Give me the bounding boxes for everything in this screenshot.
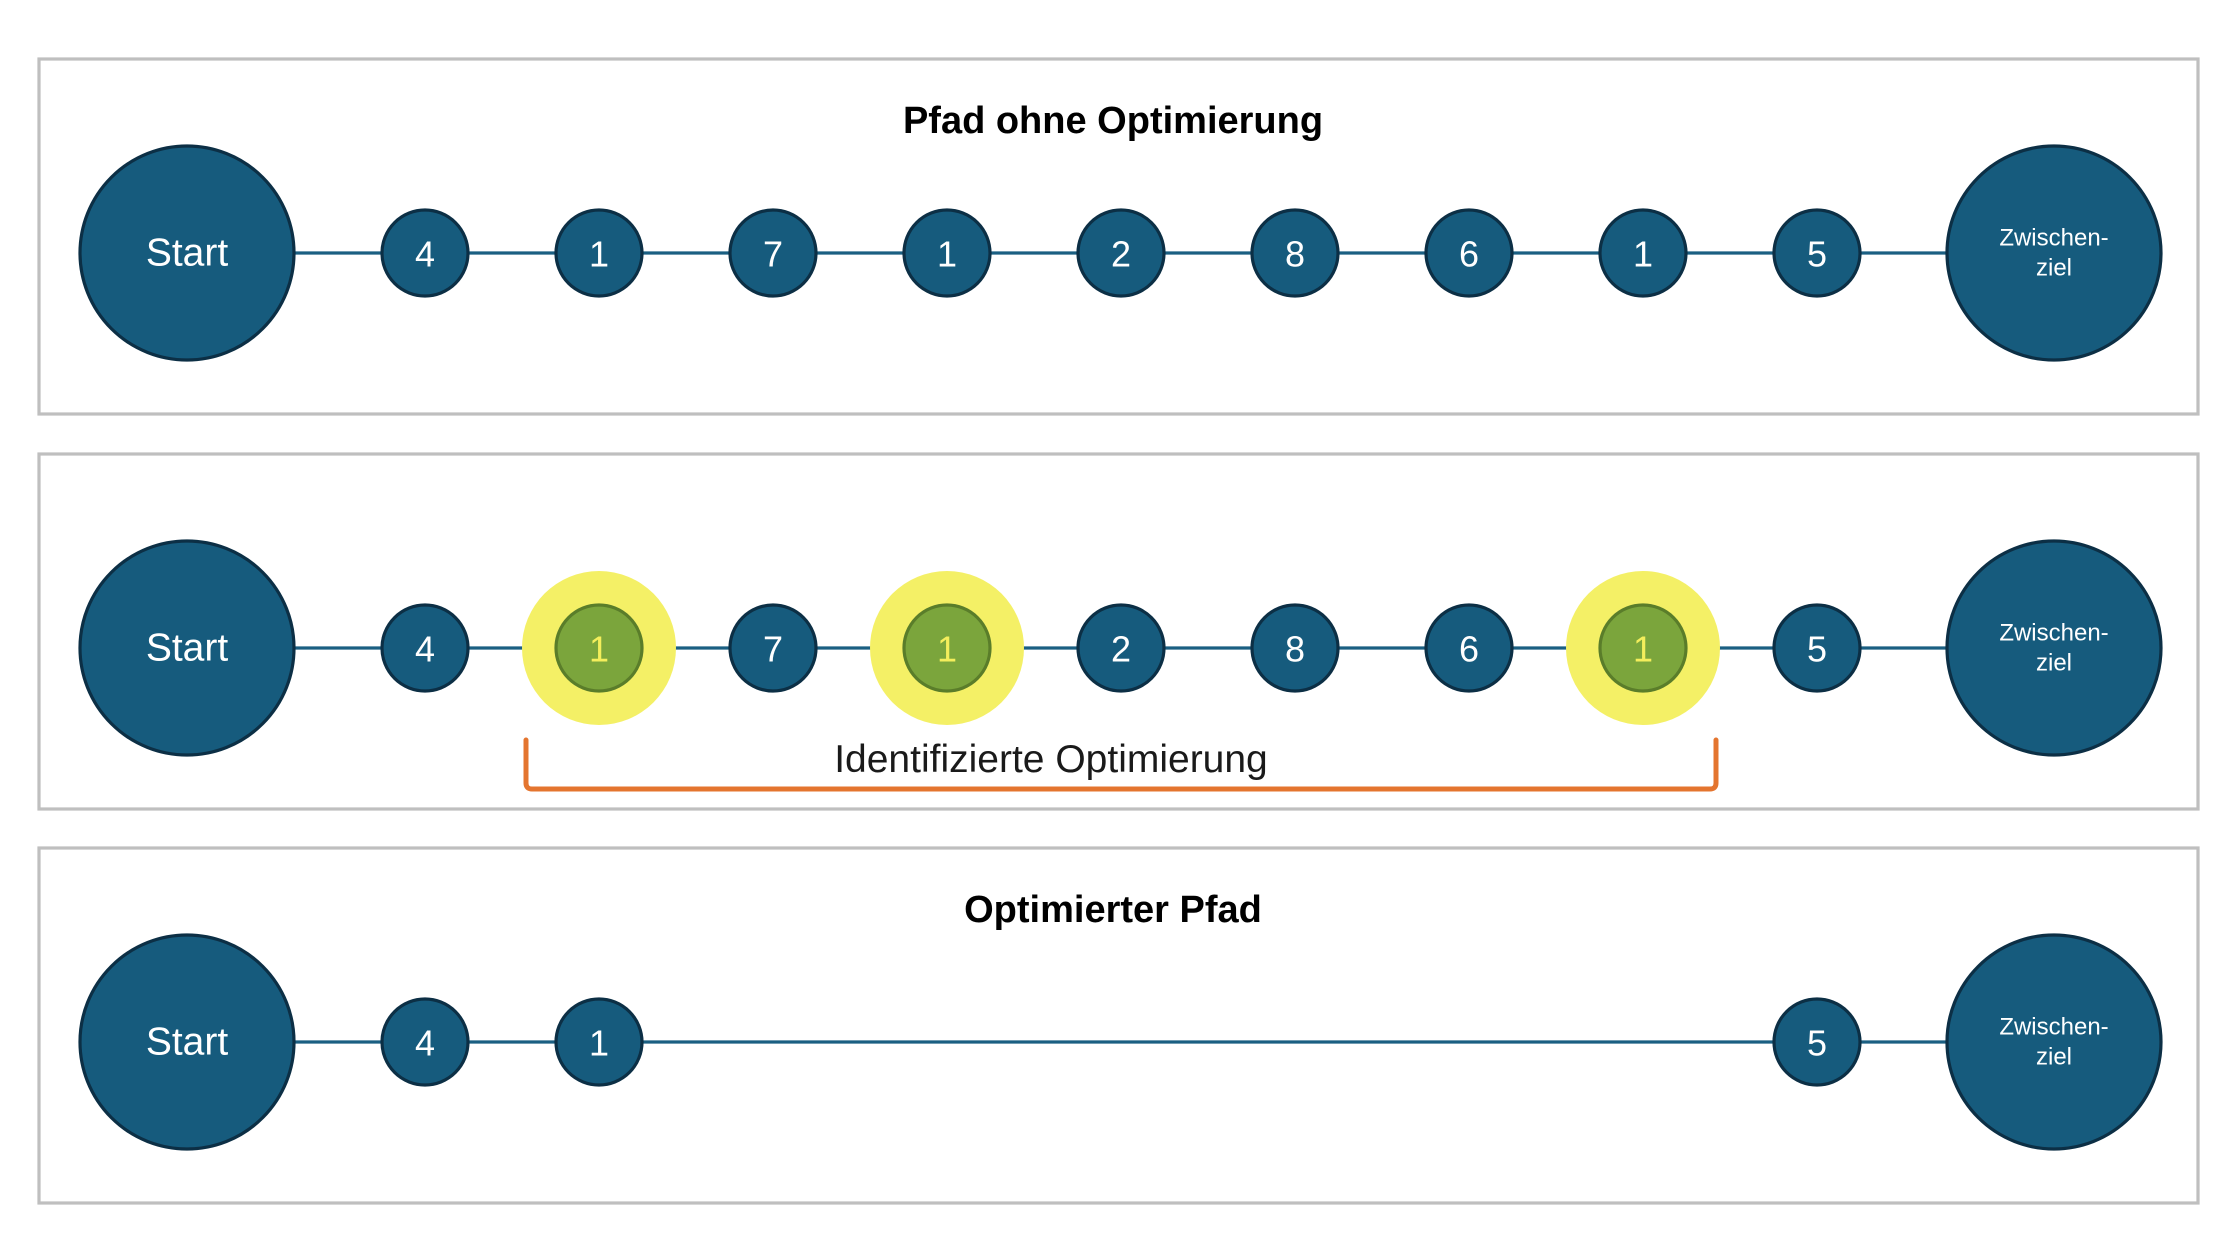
path-node-label: 5	[1807, 1023, 1827, 1064]
bracket-label: Identifizierte Optimierung	[834, 738, 1268, 781]
path-node-circle	[1424, 603, 1514, 693]
path-node: 5	[1772, 997, 1862, 1087]
path-node-label: 1	[937, 234, 957, 275]
path-node-circle	[380, 208, 470, 298]
path-node-circle	[902, 208, 992, 298]
end-node-label-line: Zwischen-	[1999, 225, 2108, 252]
path-node-circle	[1772, 603, 1862, 693]
panel-1: Pfad ohne Optimierung Start Zwischen-ziel 4…	[37, 57, 2200, 416]
path-node-label: 1	[589, 1023, 609, 1064]
end-node-label-line: ziel	[2036, 1044, 2072, 1071]
path-node-label: 1	[1633, 629, 1653, 670]
end-node: Zwischen-ziel	[1945, 539, 2163, 757]
path-node: 1	[902, 208, 992, 298]
panel-title: Pfad ohne Optimierung	[903, 100, 1323, 142]
end-node-circle	[1945, 539, 2163, 757]
panel-title: Optimierter Pfad	[964, 889, 1262, 931]
optimization-bracket: Identifizierte Optimierung	[523, 737, 1719, 792]
path-node-circle	[554, 603, 644, 693]
path-node: 1	[554, 208, 644, 298]
path-node-label: 2	[1111, 629, 1131, 670]
path-node-label: 7	[763, 629, 783, 670]
path-node-label: 4	[415, 234, 435, 275]
path-node: 4	[380, 208, 470, 298]
path-node: 6	[1424, 208, 1514, 298]
start-node-label: Start	[146, 232, 229, 275]
start-node-circle	[78, 539, 296, 757]
path-node: 1	[1598, 208, 1688, 298]
panel-3: Optimierter Pfad Start Zwischen-ziel 4 1 5	[37, 846, 2200, 1205]
path-node-circle	[902, 603, 992, 693]
end-node-label-line: Zwischen-	[1999, 1014, 2108, 1041]
highlighted-path-node: 1	[1598, 603, 1688, 693]
end-node: Zwischen-ziel	[1945, 933, 2163, 1151]
path-node-label: 1	[589, 629, 609, 670]
path-node: 1	[554, 997, 644, 1087]
path-node: 8	[1250, 603, 1340, 693]
end-node-circle	[1945, 144, 2163, 362]
end-node-label-line: ziel	[2036, 650, 2072, 677]
path-node: 4	[380, 603, 470, 693]
path-node-circle	[1076, 208, 1166, 298]
start-node-label: Start	[146, 1021, 229, 1064]
path-node-circle	[380, 603, 470, 693]
path-node: 6	[1424, 603, 1514, 693]
end-node: Zwischen-ziel	[1945, 144, 2163, 362]
path-node-circle	[380, 997, 470, 1087]
path-node-label: 1	[937, 629, 957, 670]
end-node-label-line: Zwischen-	[1999, 620, 2108, 647]
path-node-circle	[1250, 208, 1340, 298]
path-node-label: 5	[1807, 234, 1827, 275]
path-node-circle	[1250, 603, 1340, 693]
path-node-label: 8	[1285, 234, 1305, 275]
path-node-label: 1	[589, 234, 609, 275]
start-node: Start	[78, 144, 296, 362]
path-node: 4	[380, 997, 470, 1087]
path-node-circle	[728, 603, 818, 693]
path-node-circle	[1598, 603, 1688, 693]
path-node-circle	[1772, 208, 1862, 298]
path-node-circle	[1424, 208, 1514, 298]
end-node-label-line: ziel	[2036, 255, 2072, 282]
path-node-circle	[1598, 208, 1688, 298]
path-node-label: 1	[1633, 234, 1653, 275]
path-node-circle	[1076, 603, 1166, 693]
start-node: Start	[78, 539, 296, 757]
path-node: 7	[728, 208, 818, 298]
path-node-circle	[554, 997, 644, 1087]
start-node-circle	[78, 933, 296, 1151]
path-node-label: 4	[415, 629, 435, 670]
path-node-label: 8	[1285, 629, 1305, 670]
path-node: 2	[1076, 603, 1166, 693]
highlighted-path-node: 1	[554, 603, 644, 693]
path-node-label: 5	[1807, 629, 1827, 670]
bracket-line	[523, 737, 1719, 792]
path-node-circle	[554, 208, 644, 298]
path-node-circle	[1772, 997, 1862, 1087]
path-node-label: 6	[1459, 234, 1479, 275]
path-node: 8	[1250, 208, 1340, 298]
start-node-circle	[78, 144, 296, 362]
start-node-label: Start	[146, 627, 229, 670]
highlighted-path-node: 1	[902, 603, 992, 693]
path-node-label: 4	[415, 1023, 435, 1064]
path-node: 5	[1772, 208, 1862, 298]
path-node-label: 6	[1459, 629, 1479, 670]
panel-2: Start Zwischen-ziel 4 1 7 1 2 8 6 1 5 Identifiziert…	[37, 452, 2200, 811]
path-node-label: 7	[763, 234, 783, 275]
path-node-label: 2	[1111, 234, 1131, 275]
path-node: 2	[1076, 208, 1166, 298]
start-node: Start	[78, 933, 296, 1151]
end-node-circle	[1945, 933, 2163, 1151]
path-node: 7	[728, 603, 818, 693]
path-node-circle	[728, 208, 818, 298]
path-node: 5	[1772, 603, 1862, 693]
